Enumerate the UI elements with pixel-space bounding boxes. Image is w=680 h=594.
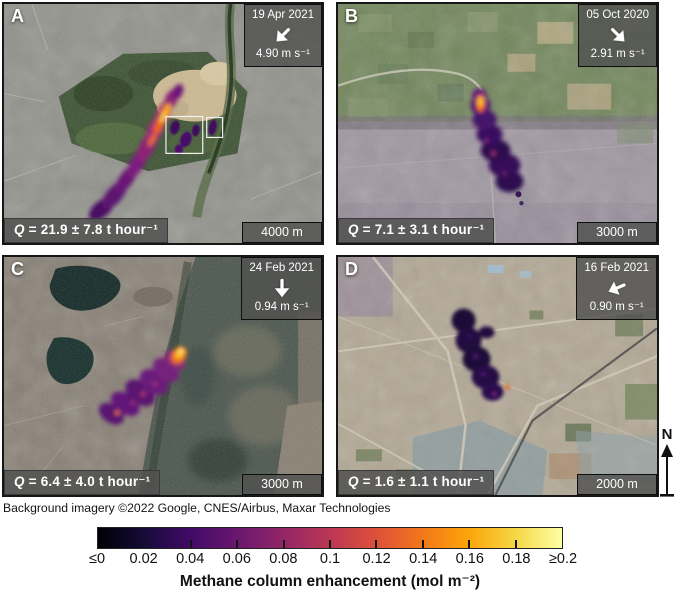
q-value: = 6.4 ± 4.0 t hour⁻¹ bbox=[24, 474, 151, 489]
date-label: 16 Feb 2021 bbox=[584, 262, 649, 274]
q-value: = 1.6 ± 1.1 t hour⁻¹ bbox=[358, 474, 485, 489]
date-label: 24 Feb 2021 bbox=[249, 262, 314, 274]
wind-speed-label: 0.90 m s⁻¹ bbox=[589, 300, 644, 313]
colorbar bbox=[97, 527, 563, 549]
date-label: 19 Apr 2021 bbox=[251, 9, 314, 21]
colorbar-tick bbox=[329, 540, 331, 548]
colorbar-tick-labels: ≤0 0.02 0.04 0.06 0.08 0.1 0.12 0.14 0.1… bbox=[89, 551, 577, 568]
plume-d bbox=[451, 308, 510, 401]
plume-c bbox=[98, 346, 187, 425]
emission-rate-label: Q = 7.1 ± 3.1 t hour⁻¹ bbox=[338, 218, 495, 243]
panel-d-map: D 16 Feb 2021 0.90 m s⁻¹ Q = 1.6 ± 1.1 t… bbox=[336, 255, 659, 497]
wind-info-box: 05 Oct 2020 2.91 m s⁻¹ bbox=[578, 4, 657, 67]
scale-bar: 3000 m bbox=[242, 474, 322, 495]
colorbar-tick-label: 0.1 bbox=[319, 551, 341, 567]
q-value: = 7.1 ± 3.1 t hour⁻¹ bbox=[358, 222, 485, 237]
colorbar-title: Methane column enhancement (mol m⁻²) bbox=[179, 573, 481, 590]
wind-speed-label: 2.91 m s⁻¹ bbox=[590, 47, 645, 60]
emission-rate-label: Q = 1.6 ± 1.1 t hour⁻¹ bbox=[338, 470, 495, 495]
colorbar-tick bbox=[143, 540, 146, 548]
q-symbol: Q bbox=[14, 474, 25, 489]
colorbar-tick bbox=[421, 540, 424, 548]
wind-info-box: 24 Feb 2021 0.94 m s⁻¹ bbox=[241, 257, 322, 320]
plume-a-satellites bbox=[170, 119, 217, 155]
highlight-rectangles bbox=[165, 115, 224, 154]
plume-a bbox=[88, 84, 184, 221]
colorbar-tick bbox=[468, 540, 471, 548]
q-symbol: Q bbox=[14, 222, 25, 237]
colorbar-tick bbox=[282, 540, 285, 548]
panel-letter: C bbox=[11, 259, 24, 279]
panel-letter: A bbox=[11, 6, 24, 26]
attribution-text: Background imagery ©2022 Google, CNES/Ai… bbox=[3, 501, 391, 515]
colorbar-tick bbox=[375, 540, 378, 548]
north-arrow-icon bbox=[660, 444, 674, 497]
scale-bar: 4000 m bbox=[242, 222, 322, 243]
colorbar-tick-label: 0.12 bbox=[362, 551, 391, 567]
wind-arrow-icon bbox=[586, 24, 649, 46]
colorbar-tick bbox=[189, 540, 192, 548]
wind-speed-label: 0.94 m s⁻¹ bbox=[254, 300, 309, 313]
plume-b bbox=[470, 88, 524, 193]
wind-info-box: 19 Apr 2021 4.90 m s⁻¹ bbox=[243, 4, 322, 67]
north-label: N bbox=[661, 426, 673, 443]
panel-letter: D bbox=[345, 259, 358, 279]
wind-speed-label: 4.90 m s⁻¹ bbox=[255, 47, 310, 60]
colorbar-tick-label: 0.14 bbox=[409, 551, 438, 567]
colorbar-tick-label: 0.06 bbox=[222, 551, 251, 567]
colorbar-tick-label: 0.08 bbox=[269, 551, 298, 567]
colorbar-tick-label: 0.16 bbox=[455, 551, 484, 567]
colorbar-tick-label: ≥0.2 bbox=[548, 551, 578, 567]
emission-rate-label: Q = 21.9 ± 7.8 t hour⁻¹ bbox=[4, 218, 169, 243]
wind-arrow-icon bbox=[252, 24, 314, 46]
panel-letter: B bbox=[345, 6, 358, 26]
colorbar-tick-label: 0.04 bbox=[176, 551, 205, 567]
date-label: 05 Oct 2020 bbox=[586, 9, 649, 21]
scale-bar: 3000 m bbox=[577, 222, 657, 243]
panel-c-map: C 24 Feb 2021 0.94 m s⁻¹ Q = 6.4 ± 4.0 t… bbox=[2, 255, 324, 497]
north-indicator: N bbox=[655, 427, 679, 499]
colorbar-tick-label: 0.18 bbox=[502, 551, 531, 567]
colorbar-tick-label: 0.02 bbox=[129, 551, 158, 567]
q-value: = 21.9 ± 7.8 t hour⁻¹ bbox=[24, 222, 159, 237]
colorbar-tick bbox=[236, 540, 239, 548]
scale-bar: 2000 m bbox=[577, 474, 657, 495]
emission-rate-label: Q = 6.4 ± 4.0 t hour⁻¹ bbox=[4, 470, 161, 495]
panel-b-map: B 05 Oct 2020 2.91 m s⁻¹ Q = 7.1 ± 3.1 t… bbox=[336, 2, 659, 245]
q-symbol: Q bbox=[348, 474, 359, 489]
q-symbol: Q bbox=[348, 222, 359, 237]
wind-info-box: 16 Feb 2021 0.90 m s⁻¹ bbox=[576, 257, 657, 320]
wind-arrow-icon bbox=[249, 277, 314, 299]
colorbar-tick bbox=[514, 540, 517, 548]
wind-arrow-icon bbox=[584, 277, 649, 299]
colorbar-tick-label: ≤0 bbox=[88, 551, 106, 567]
panel-a-map: A 19 Apr 2021 4.90 m s⁻¹ Q = 21.9 ± 7.8 … bbox=[2, 2, 324, 245]
colorbar-gradient bbox=[98, 528, 562, 548]
